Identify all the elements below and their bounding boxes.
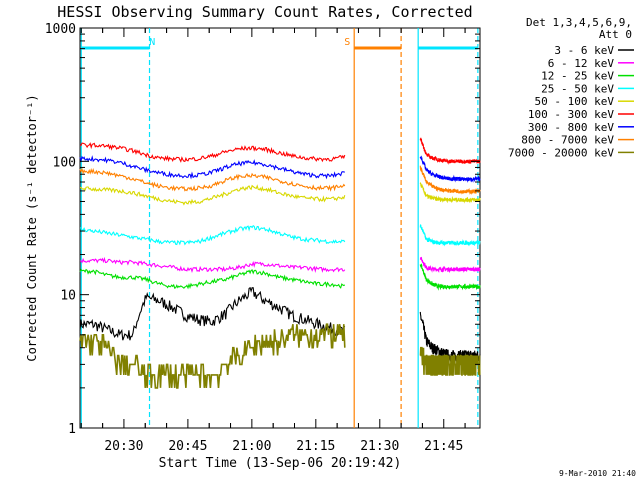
- axis-layer: 1 10 100 1000 20:30 20:45 21:00 21:15 21:30 21:45: [45, 22, 480, 454]
- x-tick-label: 21:30: [360, 439, 399, 454]
- series-post-4: [419, 181, 481, 204]
- y-axis-label: Corrected Count Rate (s⁻¹ detector⁻¹): [25, 94, 39, 361]
- legend-label: 25 - 50 keV: [541, 82, 614, 95]
- x-tick-label: 20:45: [168, 439, 207, 454]
- series-0: [79, 286, 481, 362]
- plot-frame: [79, 27, 481, 429]
- series-1: [79, 256, 481, 274]
- series-post-2: [419, 263, 481, 291]
- series-7: [79, 165, 481, 195]
- x-tick-label: 21:45: [424, 439, 463, 454]
- series-pre-1: [79, 256, 346, 274]
- series-4: [79, 181, 481, 206]
- series-pre-6: [79, 155, 345, 180]
- series-6: [79, 155, 481, 183]
- legend-label: 100 - 300 keV: [528, 108, 614, 121]
- series-post-6: [419, 155, 481, 183]
- flag-label: S: [344, 37, 350, 48]
- series-pre-5: [79, 142, 346, 163]
- series-post-7: [419, 165, 481, 195]
- y-tick-label: 1000: [45, 22, 76, 37]
- chart-title: HESSI Observing Summary Count Rates, Cor…: [57, 3, 472, 21]
- y-tick-label: 100: [53, 155, 76, 170]
- legend-label: 3 - 6 keV: [554, 44, 614, 57]
- y-tick-label: 1: [68, 422, 76, 437]
- series-pre-0: [79, 286, 346, 341]
- series-post-8: [419, 346, 481, 376]
- series-post-0: [419, 311, 481, 362]
- series-2: [79, 263, 481, 291]
- legend-label: 300 - 800 keV: [528, 121, 614, 134]
- x-tick-label: 20:30: [104, 439, 143, 454]
- series-8: [79, 323, 481, 389]
- series-pre-8: [79, 323, 346, 389]
- series-layer: [79, 137, 481, 389]
- series-pre-4: [79, 184, 346, 206]
- series-post-1: [419, 256, 481, 274]
- series-post-3: [419, 224, 481, 247]
- legend-header-1: Det 1,3,4,5,6,9,: [526, 16, 632, 29]
- y-tick-label: 10: [60, 289, 76, 304]
- x-tick-label: 21:15: [296, 439, 335, 454]
- x-axis-label: Start Time (13-Sep-06 20:19:42): [159, 456, 402, 471]
- series-pre-7: [79, 167, 346, 192]
- legend-label: 50 - 100 keV: [535, 95, 615, 108]
- legend-header-2: Att 0: [599, 28, 632, 41]
- footer-date: 9-Mar-2010 21:40: [559, 469, 636, 478]
- series-pre-2: [79, 268, 346, 290]
- legend-label: 7000 - 20000 keV: [508, 146, 614, 159]
- legend-label: 6 - 12 keV: [548, 57, 615, 70]
- legend-label: 12 - 25 keV: [541, 70, 614, 83]
- legend-label: 800 - 7000 keV: [521, 134, 614, 147]
- flag-label: N: [149, 37, 155, 48]
- x-tick-label: 21:00: [232, 439, 271, 454]
- series-3: [79, 224, 481, 247]
- series-post-5: [419, 137, 481, 165]
- series-5: [79, 137, 481, 165]
- series-pre-3: [79, 224, 346, 246]
